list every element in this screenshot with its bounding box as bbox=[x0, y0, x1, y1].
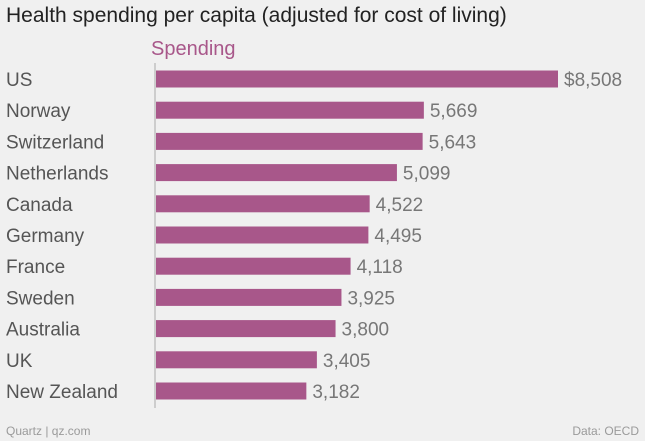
value-label: 3,182 bbox=[312, 382, 360, 403]
category-label: UK bbox=[6, 351, 33, 372]
bar[interactable] bbox=[156, 101, 424, 119]
bar[interactable] bbox=[156, 132, 423, 150]
bar[interactable] bbox=[156, 164, 397, 182]
category-label: Norway bbox=[6, 101, 71, 122]
value-label: 4,495 bbox=[374, 226, 422, 247]
bar[interactable] bbox=[156, 70, 558, 88]
bar[interactable] bbox=[156, 257, 351, 275]
category-label: Australia bbox=[6, 320, 80, 341]
category-label: France bbox=[6, 257, 65, 278]
chart-title: Health spending per capita (adjusted for… bbox=[6, 4, 507, 27]
bar[interactable] bbox=[156, 288, 342, 306]
series-label: Spending bbox=[151, 38, 236, 60]
bar[interactable] bbox=[156, 382, 307, 400]
value-label: 5,099 bbox=[403, 164, 451, 185]
category-label: Switzerland bbox=[6, 132, 104, 153]
value-label: 5,643 bbox=[429, 132, 477, 153]
category-label: US bbox=[6, 70, 32, 91]
value-label: 4,118 bbox=[357, 257, 403, 278]
bar[interactable] bbox=[156, 226, 369, 244]
bar[interactable] bbox=[156, 351, 317, 369]
category-label: New Zealand bbox=[6, 382, 118, 403]
category-label: Germany bbox=[6, 226, 85, 247]
footer-source-left: Quartz | qz.com bbox=[6, 424, 91, 438]
footer-source-right: Data: OECD bbox=[572, 424, 639, 438]
value-label: 5,669 bbox=[430, 101, 478, 122]
bar[interactable] bbox=[156, 320, 336, 338]
value-label: 3,405 bbox=[323, 351, 371, 372]
value-label: 3,800 bbox=[342, 320, 390, 341]
category-label: Sweden bbox=[6, 288, 75, 309]
value-label: $8,508 bbox=[564, 70, 622, 91]
value-label: 3,925 bbox=[347, 288, 395, 309]
value-label: 4,522 bbox=[376, 195, 424, 216]
bar[interactable] bbox=[156, 195, 370, 213]
category-label: Netherlands bbox=[6, 164, 108, 185]
category-label: Canada bbox=[6, 195, 73, 216]
